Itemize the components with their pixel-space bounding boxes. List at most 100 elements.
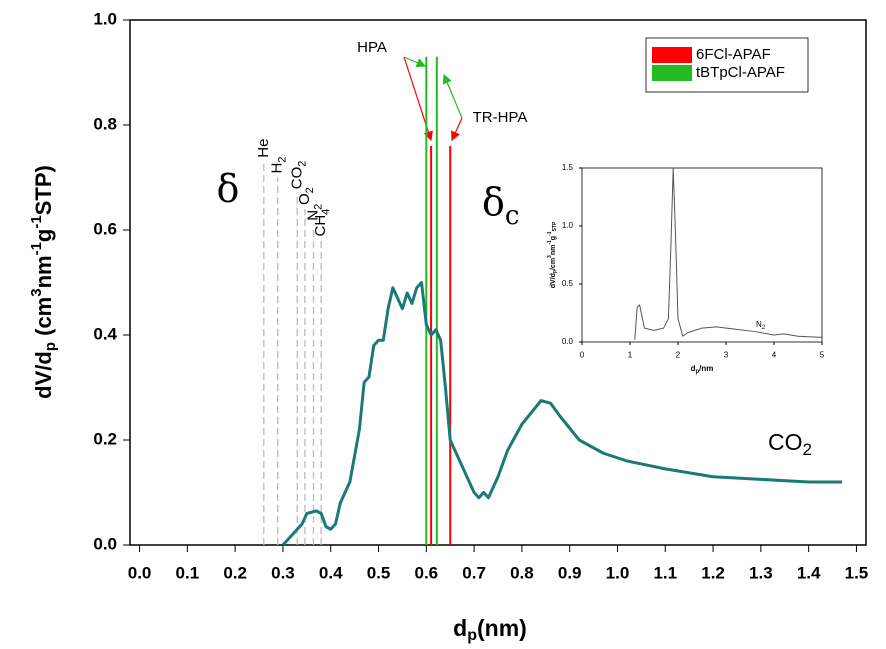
- inset-y-title-part: -1: [547, 231, 553, 236]
- annotation-delta-c: δc: [482, 180, 519, 232]
- x-tick-label: 4: [772, 351, 777, 360]
- x-axis-title-part: (nm): [477, 615, 527, 641]
- x-tick-label: 3: [724, 351, 729, 360]
- gas-label-part: 2: [312, 204, 324, 210]
- y-axis-title-part: p: [42, 342, 59, 351]
- gas-label-part: CO: [288, 167, 305, 190]
- y-tick-label: 0.4: [93, 324, 117, 343]
- y-tick-label: 1.0: [93, 9, 117, 28]
- gas-label-part: 2: [296, 161, 308, 167]
- gas-label-part: N: [304, 210, 321, 221]
- y-axis-title: dV/dp (cm3nm-1g-1STP): [28, 165, 59, 399]
- x-tick-label: 0.8: [510, 563, 534, 582]
- x-tick-label: 1.3: [749, 563, 773, 582]
- arrow: [403, 56, 427, 68]
- series-label: CO2: [768, 429, 812, 459]
- x-axis-title-part: p: [467, 627, 477, 644]
- inset-annotation-part: 2: [762, 325, 766, 331]
- y-axis-title-part: (cm: [31, 297, 56, 342]
- gas-label-part: 4: [320, 209, 332, 215]
- y-axis-title-part: -1: [28, 242, 45, 255]
- x-tick-label: 0.9: [558, 563, 582, 582]
- gas-label-part: He: [255, 139, 272, 158]
- inset-x-title-part: /nm: [699, 364, 713, 373]
- plot-frame: [129, 19, 867, 546]
- gas-label: He: [255, 139, 272, 158]
- inset-y-title-part: g: [550, 236, 557, 240]
- series-line: [634, 167, 823, 340]
- plot-frame: [581, 167, 823, 343]
- y-axis-title-part: dV/d: [31, 351, 56, 399]
- x-tick-label: 5: [820, 351, 825, 360]
- arrow: [451, 117, 463, 142]
- gas-label-part: 2: [304, 187, 316, 193]
- inset-annotation-part: N: [756, 320, 762, 329]
- x-tick-label: 2: [676, 351, 681, 360]
- inset-y-title-part: /cm: [550, 258, 557, 270]
- x-tick-label: 0.1: [176, 563, 200, 582]
- gas-label-part: 2: [277, 157, 289, 163]
- series-line: [281, 281, 843, 547]
- inset-y-title-part: nm: [550, 245, 557, 256]
- x-axis-title: dp(nm): [453, 615, 527, 644]
- inset-x-title-part: d: [691, 364, 696, 373]
- series-label-part: CO: [768, 429, 803, 455]
- inset-y-title-part: -1: [547, 240, 553, 245]
- gas-label: CO2: [288, 161, 308, 190]
- x-tick-label: 0.3: [271, 563, 295, 582]
- y-axis-title-part: -1: [28, 215, 45, 228]
- x-tick-label: 0: [580, 351, 585, 360]
- inset-y-title-part: 3: [547, 255, 553, 258]
- gas-label: O2: [296, 187, 316, 205]
- x-tick-label: 1.1: [653, 563, 677, 582]
- y-axis-title-part: nm: [31, 255, 56, 288]
- inset-y-title-part: dV/d: [550, 273, 557, 288]
- inset-y-axis-title: dV/dp/cm3nm-1g-1STP: [547, 221, 558, 288]
- inset-background: [542, 162, 832, 376]
- arrow: [442, 73, 463, 119]
- x-tick-label: 0.4: [319, 563, 343, 582]
- y-axis-title-part: 3: [28, 288, 45, 296]
- legend-label: tBTpCl-APAF: [696, 64, 785, 81]
- y-tick-label: 0.2: [93, 429, 117, 448]
- y-axis-title-part: g: [31, 229, 56, 242]
- y-tick-label: 0.8: [93, 114, 117, 133]
- inset-x-axis-title: dp/nm: [691, 364, 714, 374]
- x-tick-label: 0.5: [367, 563, 391, 582]
- inset-x-title-part: p: [695, 369, 699, 375]
- x-tick-label: 0.6: [414, 563, 438, 582]
- gas-label-part: O: [296, 193, 313, 205]
- inset-annotation: N2: [756, 320, 766, 330]
- x-tick-label: 1: [628, 351, 633, 360]
- x-tick-label: 0.7: [462, 563, 486, 582]
- y-axis-title-part: STP): [31, 165, 56, 215]
- y-tick-label: 0.0: [93, 534, 117, 553]
- y-tick-label: 0.0: [562, 337, 574, 346]
- gas-label-part: H: [269, 163, 286, 174]
- inset-y-title-part: p: [552, 270, 558, 273]
- y-tick-label: 1.5: [562, 163, 574, 172]
- annotation-hpa: HPA: [357, 39, 387, 56]
- y-tick-label: 0.6: [93, 219, 117, 238]
- annotation-tr-hpa: TR-HPA: [473, 109, 528, 126]
- annotation-part: δ: [482, 180, 505, 224]
- x-tick-label: 1.4: [797, 563, 821, 582]
- y-tick-label: 0.5: [562, 279, 574, 288]
- x-tick-label: 1.2: [701, 563, 725, 582]
- legend-label: 6FCl-APAF: [696, 46, 771, 63]
- x-axis-title-part: d: [453, 615, 467, 641]
- legend-swatch: [652, 47, 692, 63]
- x-tick-label: 1.0: [606, 563, 630, 582]
- annotation-delta: δ: [217, 167, 240, 211]
- gas-label: CH4: [312, 209, 332, 237]
- y-tick-label: 1.0: [562, 221, 574, 230]
- x-tick-label: 0.0: [128, 563, 152, 582]
- annotation-part: c: [505, 201, 520, 231]
- plot-layer: 0.0 0.1 0.2 0.3 0.4 0.5 0.6 0.7 0.8 0.9 1.0 1.1 1.2 1…: [93, 9, 868, 582]
- inset-y-title-part: STP: [552, 221, 558, 231]
- x-tick-label: 1.5: [845, 563, 869, 582]
- gas-label-part: CH: [312, 215, 329, 237]
- gas-label: H2: [269, 157, 289, 174]
